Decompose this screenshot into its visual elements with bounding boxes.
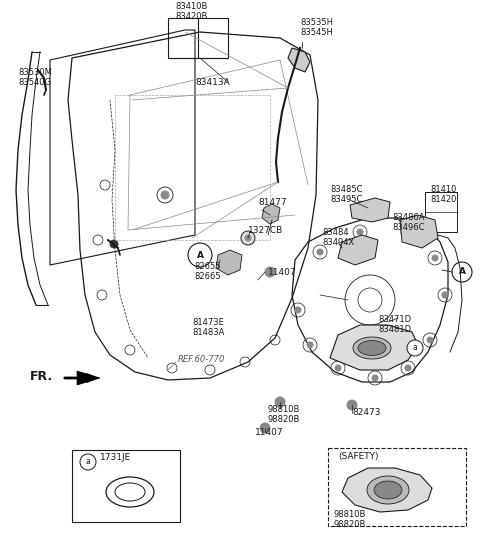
Circle shape [265, 267, 275, 277]
Text: 83471D
83481D: 83471D 83481D [378, 315, 411, 334]
Ellipse shape [358, 341, 386, 356]
Circle shape [275, 397, 285, 407]
Text: 11407: 11407 [268, 268, 297, 277]
Bar [168, 18, 228, 58]
Text: 98810B
98820B: 98810B 98820B [268, 405, 300, 424]
Text: 83530M
83540G: 83530M 83540G [18, 68, 52, 87]
Polygon shape [262, 204, 280, 224]
Circle shape [241, 231, 255, 245]
Polygon shape [350, 198, 390, 222]
Text: 81473E
81483A: 81473E 81483A [192, 318, 224, 337]
Circle shape [335, 365, 341, 371]
Circle shape [347, 400, 357, 410]
Text: 82655
82665: 82655 82665 [194, 262, 221, 281]
Polygon shape [338, 235, 378, 265]
Text: 83486A
83496C: 83486A 83496C [392, 213, 424, 232]
Circle shape [260, 423, 270, 433]
Circle shape [245, 235, 251, 241]
Text: 83410B
83420B: 83410B 83420B [175, 2, 207, 22]
Text: 83535H
83545H: 83535H 83545H [300, 18, 333, 37]
Circle shape [307, 342, 313, 348]
Polygon shape [342, 468, 432, 512]
Polygon shape [288, 48, 310, 72]
Text: (SAFETY): (SAFETY) [338, 452, 379, 461]
Bar [328, 448, 466, 526]
Circle shape [110, 240, 118, 248]
Polygon shape [330, 325, 418, 370]
Text: a: a [85, 458, 90, 466]
Text: FR.: FR. [30, 370, 53, 383]
Circle shape [407, 340, 423, 356]
Circle shape [427, 337, 433, 343]
Circle shape [188, 243, 212, 267]
Bar [425, 192, 457, 232]
Circle shape [317, 249, 323, 255]
Text: a: a [413, 343, 418, 353]
Text: 11407: 11407 [255, 428, 284, 437]
Text: 98810B
98820B: 98810B 98820B [334, 510, 366, 529]
Text: A: A [458, 267, 466, 277]
Circle shape [442, 292, 448, 298]
Text: 83413A: 83413A [195, 78, 230, 87]
Text: A: A [196, 251, 204, 259]
Circle shape [295, 307, 301, 313]
Circle shape [357, 229, 363, 235]
Circle shape [405, 365, 411, 371]
Ellipse shape [353, 337, 391, 359]
Circle shape [80, 454, 96, 470]
Circle shape [372, 375, 378, 381]
Bar [72, 450, 180, 522]
Text: 81477: 81477 [258, 198, 287, 207]
Polygon shape [216, 250, 242, 275]
Polygon shape [77, 371, 100, 385]
Circle shape [432, 255, 438, 261]
Polygon shape [400, 215, 438, 248]
Text: 81410
81420: 81410 81420 [430, 185, 456, 204]
Ellipse shape [367, 476, 409, 504]
Text: 82473: 82473 [352, 408, 381, 417]
Text: 1731JE: 1731JE [100, 453, 131, 462]
Circle shape [405, 229, 411, 235]
Text: 1327CB: 1327CB [248, 226, 283, 235]
Circle shape [161, 191, 169, 199]
Text: 83484
83494X: 83484 83494X [322, 228, 354, 247]
Circle shape [452, 262, 472, 282]
Ellipse shape [374, 481, 402, 499]
Text: 83485C
83495C: 83485C 83495C [330, 185, 362, 204]
Bar [115, 95, 270, 240]
Text: REF.60-770: REF.60-770 [178, 355, 226, 364]
